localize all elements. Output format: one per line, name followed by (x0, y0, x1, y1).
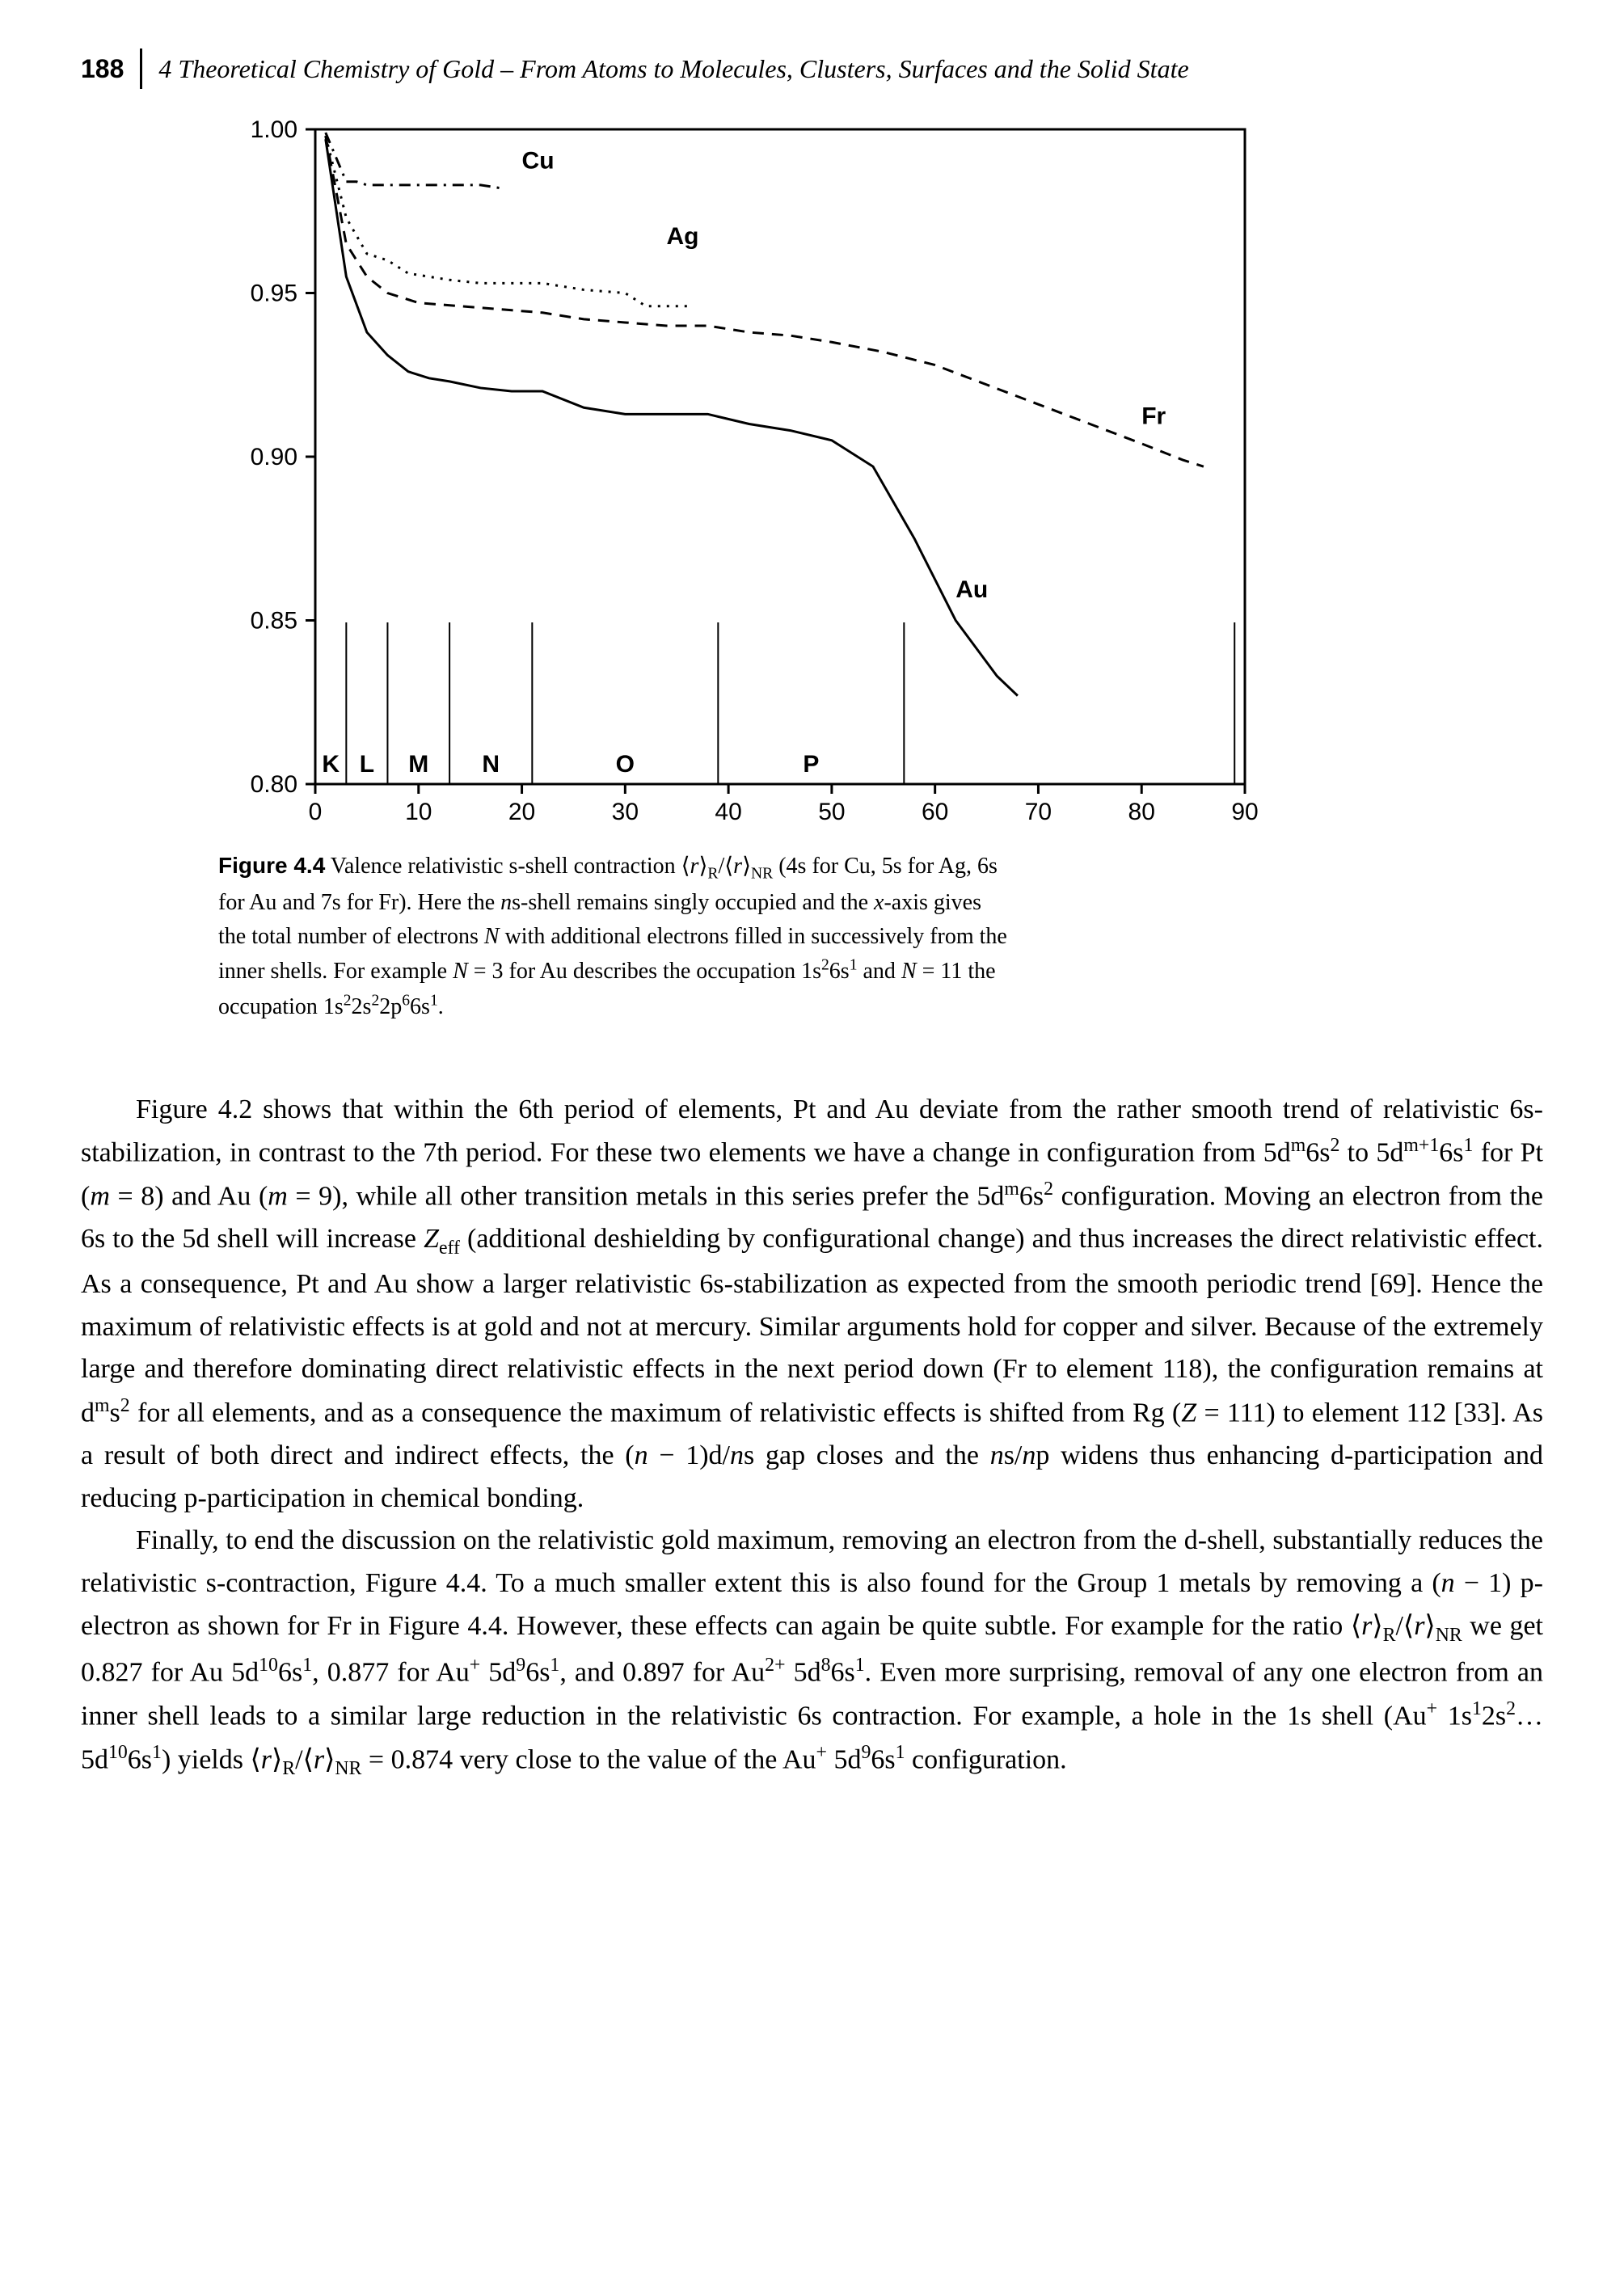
svg-text:P: P (803, 751, 819, 778)
svg-text:0.95: 0.95 (251, 280, 297, 307)
svg-text:L: L (360, 751, 374, 778)
svg-text:O: O (616, 751, 635, 778)
svg-text:0.90: 0.90 (251, 444, 297, 470)
page-header: 188 4 Theoretical Chemistry of Gold – Fr… (81, 48, 1543, 89)
page-number: 188 (81, 54, 124, 84)
svg-text:Cu: Cu (522, 148, 555, 175)
svg-text:Au: Au (955, 576, 988, 603)
body-paragraph: Figure 4.2 shows that within the 6th per… (81, 1089, 1543, 1520)
svg-text:10: 10 (405, 799, 432, 825)
figure-caption: Figure 4.4 Valence relativistic s-shell … (218, 849, 1010, 1024)
relativistic-contraction-chart: 0.80 0.85 0.90 0.95 1.00 0 10 20 30 40 50 60 70 80 90 K… (218, 113, 1269, 841)
svg-text:0.85: 0.85 (251, 608, 297, 635)
header-divider (140, 48, 142, 89)
svg-text:70: 70 (1025, 799, 1052, 825)
svg-text:20: 20 (508, 799, 535, 825)
svg-text:Fr: Fr (1141, 403, 1166, 430)
svg-text:M: M (408, 751, 428, 778)
svg-text:30: 30 (612, 799, 639, 825)
chapter-title: 4 Theoretical Chemistry of Gold – From A… (158, 54, 1188, 84)
body-text: Figure 4.2 shows that within the 6th per… (81, 1089, 1543, 1784)
body-paragraph: Finally, to end the discussion on the re… (81, 1520, 1543, 1783)
svg-text:90: 90 (1231, 799, 1258, 825)
svg-text:K: K (322, 751, 340, 778)
svg-text:N: N (482, 751, 500, 778)
svg-text:0.80: 0.80 (251, 771, 297, 798)
svg-text:60: 60 (922, 799, 948, 825)
svg-text:0: 0 (309, 799, 323, 825)
figure-4-4: 0.80 0.85 0.90 0.95 1.00 0 10 20 30 40 50 60 70 80 90 K… (218, 113, 1269, 1024)
svg-text:50: 50 (818, 799, 845, 825)
svg-text:1.00: 1.00 (251, 116, 297, 143)
svg-text:Ag: Ag (666, 223, 698, 250)
svg-text:80: 80 (1128, 799, 1155, 825)
figure-caption-text: Valence relativistic s-shell contraction… (218, 854, 1007, 1019)
figure-label: Figure 4.4 (218, 853, 325, 878)
svg-text:40: 40 (715, 799, 741, 825)
